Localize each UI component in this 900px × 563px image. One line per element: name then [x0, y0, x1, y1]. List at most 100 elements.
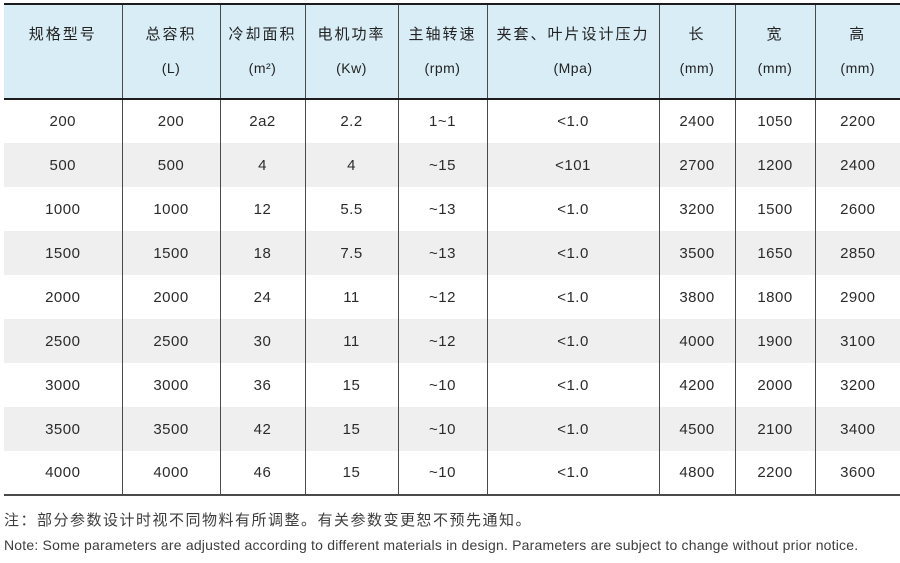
column-header-6: 长 (mm) [659, 4, 736, 99]
column-unit: (mm) [840, 60, 876, 76]
table-cell: ~12 [398, 319, 488, 363]
table-cell: 1~1 [398, 99, 488, 143]
header-row: 规格型号 总容积 (L) 冷却面积 (m²) 电机功率 (Kw) 主轴转速 (rpm) 夹套、叶片… [4, 4, 900, 99]
column-title: 主轴转速 [408, 26, 477, 43]
table-cell: 4800 [659, 451, 736, 495]
table-cell: ~10 [398, 363, 488, 407]
column-title: 总容积 [145, 26, 197, 43]
table-cell: 2900 [840, 288, 876, 306]
table-cell: 4200 [659, 363, 736, 407]
column-title: 冷却面积 [228, 26, 297, 43]
table-cell: 3500 [659, 231, 736, 275]
table-cell: <1.0 [487, 363, 660, 407]
table-cell: 2850 [840, 244, 876, 262]
column-unit: (Kw) [336, 60, 367, 76]
table-cell: 2000 [735, 363, 816, 407]
table-cell: 11 [305, 319, 399, 363]
table-cell: 2000 [122, 275, 221, 319]
table-cell: 3600 [840, 464, 876, 481]
table-cell: 11 [305, 275, 399, 319]
table-cell: 18 [220, 231, 306, 275]
table-cell: 2700 [659, 143, 736, 187]
table-cell: 3000 [4, 363, 123, 407]
table-cell: <1.0 [487, 187, 660, 231]
column-header-8: 高 (mm) [815, 4, 900, 99]
column-title: 规格型号 [28, 26, 97, 43]
note-chinese: 注：部分参数设计时视不同物料有所调整。有关参数变更恕不预先通知。 [4, 512, 533, 529]
table-row-1: 500 500 4 4 ~15 <101 2700 1200 2400 [4, 143, 900, 187]
table-cell: 500 [122, 143, 221, 187]
table-cell: 1050 [735, 99, 816, 143]
table-row-4: 2000 2000 24 11 ~12 <1.0 3800 1800 2900 [4, 275, 900, 319]
table-cell: 24 [220, 275, 306, 319]
column-title: 高 [849, 26, 867, 43]
table-cell: 3500 [4, 407, 123, 451]
column-header-2: 冷却面积 (m²) [220, 4, 306, 99]
table-cell: ~13 [398, 231, 488, 275]
spec-table: 规格型号 总容积 (L) 冷却面积 (m²) 电机功率 (Kw) 主轴转速 (rpm) 夹套、叶片… [4, 3, 900, 496]
table-cell: ~13 [398, 187, 488, 231]
table-cell: 3200 [840, 376, 876, 394]
table-cell: 500 [4, 143, 123, 187]
table-cell: 30 [220, 319, 306, 363]
column-unit: (Mpa) [553, 60, 593, 76]
spec-table-body: 200 200 2a2 2.2 1~1 <1.0 2400 1050 2200 500 500 4 4 ~… [4, 99, 900, 495]
table-cell: 4000 [122, 451, 221, 495]
table-row-8: 4000 4000 46 15 ~10 <1.0 4800 2200 3600 [4, 451, 900, 495]
table-cell: 1000 [122, 187, 221, 231]
table-cell: 3000 [122, 363, 221, 407]
column-unit: (L) [161, 60, 181, 76]
table-cell: 2400 [840, 156, 876, 174]
table-cell: 3800 [659, 275, 736, 319]
table-cell: <1.0 [487, 451, 660, 495]
table-cell: <1.0 [487, 99, 660, 143]
table-row-7: 3500 3500 42 15 ~10 <1.0 4500 2100 3400 [4, 407, 900, 451]
table-cell: 15 [305, 407, 399, 451]
column-header-7: 宽 (mm) [735, 4, 816, 99]
column-title: 宽 [766, 26, 784, 43]
table-cell: ~10 [398, 407, 488, 451]
column-title: 电机功率 [317, 26, 386, 43]
spec-table-header: 规格型号 总容积 (L) 冷却面积 (m²) 电机功率 (Kw) 主轴转速 (rpm) 夹套、叶片… [4, 4, 900, 99]
table-cell: 4000 [659, 319, 736, 363]
table-cell: 2.2 [305, 99, 399, 143]
table-cell: <1.0 [487, 231, 660, 275]
table-cell: 5.5 [305, 187, 399, 231]
table-cell: 2200 [735, 451, 816, 495]
table-cell: 200 [122, 99, 221, 143]
column-unit: (mm) [679, 60, 715, 76]
table-cell: 4500 [659, 407, 736, 451]
column-unit: (rpm) [424, 60, 461, 76]
column-header-0: 规格型号 [4, 4, 123, 99]
table-cell: 1500 [4, 231, 123, 275]
table-cell: 1900 [735, 319, 816, 363]
table-cell: <1.0 [487, 407, 660, 451]
table-cell: <101 [487, 143, 660, 187]
table-cell: 15 [305, 451, 399, 495]
table-cell: 4000 [4, 451, 123, 495]
table-cell: 46 [220, 451, 306, 495]
table-cell: 1500 [122, 231, 221, 275]
note-english: Note: Some parameters are adjusted accor… [4, 537, 859, 553]
table-cell: 3500 [122, 407, 221, 451]
table-cell: ~12 [398, 275, 488, 319]
table-cell: 3100 [840, 332, 876, 350]
table-cell: 36 [220, 363, 306, 407]
notes-block: 注：部分参数设计时视不同物料有所调整。有关参数变更恕不预先通知。 Note: S… [4, 511, 900, 555]
table-cell: 2600 [840, 200, 876, 218]
table-cell: 2500 [122, 319, 221, 363]
table-cell: 3200 [659, 187, 736, 231]
table-cell: 4 [305, 143, 399, 187]
table-cell: 1200 [735, 143, 816, 187]
column-unit: (m²) [248, 60, 277, 76]
table-row-0: 200 200 2a2 2.2 1~1 <1.0 2400 1050 2200 [4, 99, 900, 143]
table-cell: 1650 [735, 231, 816, 275]
table-cell: 200 [4, 99, 123, 143]
column-unit: (mm) [757, 60, 793, 76]
table-cell: 3400 [840, 420, 876, 438]
table-cell: 2000 [4, 275, 123, 319]
table-cell: 7.5 [305, 231, 399, 275]
table-cell: 2a2 [220, 99, 306, 143]
table-cell: 15 [305, 363, 399, 407]
table-cell: ~10 [398, 451, 488, 495]
